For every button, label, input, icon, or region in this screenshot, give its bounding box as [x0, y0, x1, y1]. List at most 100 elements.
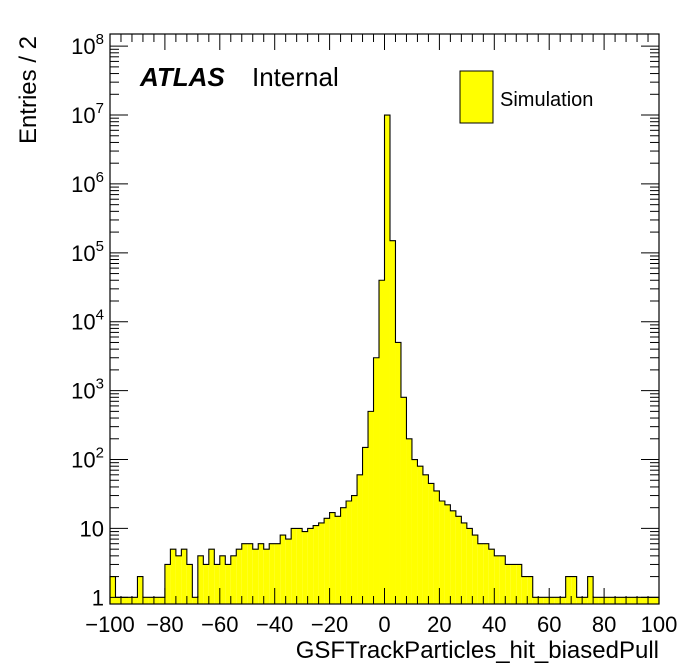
histogram-bar	[499, 555, 506, 604]
histogram-bar	[444, 504, 451, 604]
histogram-bar	[428, 483, 434, 604]
x-tick-label: −80	[146, 612, 183, 637]
histogram-bar	[510, 564, 517, 604]
histogram-bar	[318, 522, 325, 604]
histogram-bar	[648, 597, 654, 604]
histogram-bar	[615, 597, 621, 604]
histogram-bar	[164, 564, 171, 604]
y-axis-tick-labels: 1 10 102 103 104 105 106 107 108	[71, 31, 104, 610]
histogram-bar	[247, 543, 253, 604]
y-tick-label: 105	[71, 238, 104, 266]
histogram-bar	[417, 466, 423, 604]
histogram-bar	[368, 411, 374, 604]
histogram-bar	[433, 490, 440, 604]
y-axis-title: Entries / 2	[15, 36, 42, 144]
histogram-bar	[549, 597, 555, 604]
histogram-bar	[516, 564, 522, 604]
histogram-bar	[450, 510, 456, 604]
histogram-bar	[609, 597, 616, 604]
histogram-bar	[159, 597, 165, 604]
histogram-bar	[230, 555, 237, 604]
histogram-bar	[554, 597, 561, 604]
histogram-outline	[109, 114, 660, 604]
histogram-bar	[400, 397, 407, 604]
histogram-bar	[505, 564, 511, 604]
x-axis-tick-labels: −100 −80 −60 −40 −20 0 20 40 60 80 100	[85, 612, 677, 637]
histogram-bar	[587, 576, 594, 604]
histogram-bar	[203, 564, 209, 604]
histogram-bar	[274, 543, 281, 604]
x-tick-label: −100	[85, 612, 135, 637]
x-tick-label: 100	[641, 612, 678, 637]
histogram-bar	[626, 597, 632, 604]
histogram-bar	[395, 342, 401, 604]
y-axis-ticks	[110, 45, 659, 598]
histogram-bar	[565, 576, 572, 604]
histogram-bar	[576, 597, 583, 604]
histogram-bar	[373, 357, 380, 604]
histogram-bar	[329, 512, 336, 604]
histogram-bar	[241, 543, 248, 604]
histogram-bar	[126, 597, 132, 604]
histogram-bar	[115, 597, 121, 604]
histogram-bar	[296, 528, 303, 604]
x-tick-label: 20	[427, 612, 451, 637]
histogram-bar	[560, 597, 566, 604]
y-tick-label: 1	[92, 585, 104, 610]
histogram-bar	[120, 597, 127, 604]
histogram-bar	[653, 597, 659, 604]
histogram-bar	[527, 576, 533, 604]
plot-frame	[109, 33, 660, 605]
histogram-bar	[406, 438, 412, 604]
histogram-bar	[131, 597, 138, 604]
histogram-bar	[197, 555, 204, 604]
histogram-bar	[472, 535, 478, 604]
x-axis-title: GSFTrackParticles_hit_biasedPull	[296, 637, 659, 664]
histogram-bar	[307, 528, 314, 604]
histogram-bar	[521, 576, 528, 604]
histogram-bar	[291, 528, 297, 604]
histogram-bar	[543, 597, 550, 604]
histogram-bar	[335, 516, 341, 604]
histogram-bar	[340, 507, 347, 604]
histogram-bar	[214, 564, 220, 604]
histogram-bar	[461, 522, 467, 604]
histogram-bar	[379, 280, 385, 604]
histogram-bar	[357, 474, 363, 604]
y-tick-label: 10	[80, 516, 104, 541]
histogram-bar	[313, 525, 319, 604]
histogram-bar	[477, 543, 484, 604]
y-tick-label: 107	[71, 100, 104, 128]
y-tick-label: 102	[71, 445, 104, 473]
x-tick-label: 40	[482, 612, 506, 637]
histogram-bar	[389, 240, 396, 604]
legend-swatch-simulation	[459, 70, 494, 124]
histogram-bar	[439, 501, 445, 604]
histogram-bar	[422, 474, 429, 604]
histogram-bar	[208, 549, 215, 604]
y-tick-label: 106	[71, 169, 104, 197]
histogram-bar	[192, 597, 198, 604]
histogram-bar	[582, 597, 588, 604]
atlas-internal-label: Internal	[252, 62, 339, 92]
histogram-bar	[494, 555, 500, 604]
histogram-bar	[593, 597, 599, 604]
histogram-bar	[186, 564, 193, 604]
histogram-bar	[137, 576, 143, 604]
histogram-bar	[142, 597, 149, 604]
histogram-bar	[285, 539, 292, 604]
y-tick-label: 103	[71, 376, 104, 404]
histogram-bar	[153, 597, 160, 604]
histogram-bar	[483, 543, 489, 604]
histogram-bar	[225, 564, 231, 604]
histogram-bar	[488, 549, 495, 604]
histogram-bar	[263, 549, 270, 604]
x-tick-label: 0	[378, 612, 390, 637]
histogram-bar	[538, 597, 544, 604]
histogram-bar	[384, 115, 390, 604]
histogram-bar	[280, 535, 286, 604]
histogram-bar	[148, 597, 154, 604]
histogram-bar	[620, 597, 627, 604]
x-tick-label: −20	[311, 612, 348, 637]
